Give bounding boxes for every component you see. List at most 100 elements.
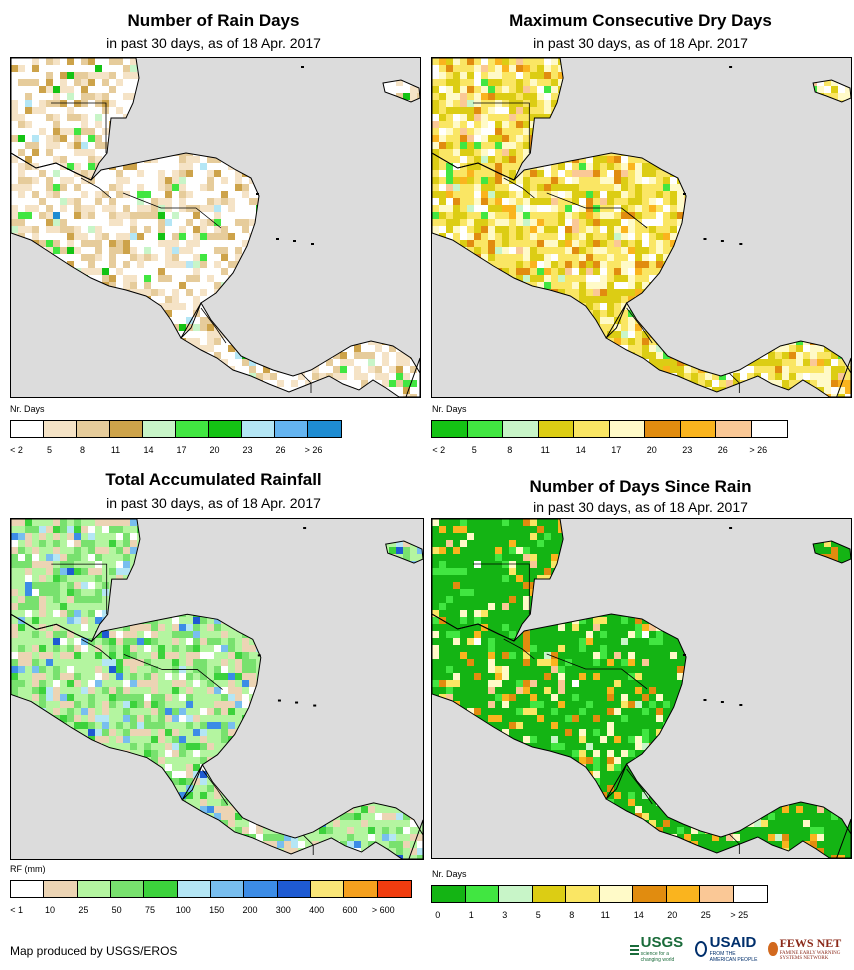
map-canvas xyxy=(11,58,420,397)
legend-tick-label: 0 xyxy=(435,910,441,920)
legend-tick-label: 100 xyxy=(175,905,191,915)
island xyxy=(739,704,743,706)
legend-swatch xyxy=(244,881,278,897)
legend-swatch xyxy=(700,886,734,902)
legend-tick-label: 1 xyxy=(468,910,474,920)
island xyxy=(276,238,279,240)
legend-swatch xyxy=(566,886,600,902)
country-border xyxy=(546,653,648,690)
country-border xyxy=(302,834,314,855)
legend-swatch xyxy=(432,886,466,902)
legend-tick-label: < 2 xyxy=(432,445,446,455)
usaid-logo: USAID FROM THE AMERICAN PEOPLE xyxy=(694,934,761,963)
legend-tick-label: 10 xyxy=(44,905,55,915)
country-border xyxy=(626,307,653,344)
legend-swatch xyxy=(144,881,178,897)
map-max-dry-days xyxy=(431,57,852,398)
coastline xyxy=(812,540,851,564)
country-border xyxy=(81,639,112,660)
island xyxy=(720,240,724,242)
country-border xyxy=(503,177,535,199)
legend-ticks: < 2 5 8 11 14 17 20 23 26 > 26 xyxy=(0,445,330,455)
legend-swatch xyxy=(176,421,209,437)
legend-bar xyxy=(431,885,768,903)
map-credit: Map produced by USGS/EROS xyxy=(10,944,178,958)
legend-swatch xyxy=(277,881,311,897)
panel-title: Number of Days Since Rain xyxy=(529,477,752,496)
country-border xyxy=(51,563,108,615)
island xyxy=(295,701,299,704)
legend-swatch xyxy=(666,886,700,902)
legend-swatch xyxy=(499,886,533,902)
legend-swatch xyxy=(177,881,211,897)
legend-bar xyxy=(431,420,788,438)
legend-tick-label: 11 xyxy=(600,910,610,920)
legend-tick-label: > 600 xyxy=(371,905,395,915)
coastline xyxy=(432,613,687,800)
country-border xyxy=(503,638,535,660)
legend-tick-label: > 26 xyxy=(304,445,323,455)
usgs-logo: USGS science for a changing world xyxy=(630,934,687,963)
legend-tick-label: 20 xyxy=(209,445,220,455)
legend-swatch xyxy=(751,421,787,437)
legend-tick-label: 25 xyxy=(700,910,711,920)
panel-title: Total Accumulated Rainfall xyxy=(105,470,322,489)
legend-ticks: 0 1 3 5 8 11 14 20 25 > 25 xyxy=(421,910,756,920)
legend-tick-label: 600 xyxy=(342,905,358,915)
country-border xyxy=(80,177,112,199)
coastline xyxy=(432,152,687,339)
panel-title: Number of Rain Days xyxy=(127,11,300,30)
legend-bar xyxy=(10,420,342,438)
coastline xyxy=(836,357,851,397)
coastline xyxy=(605,302,851,397)
country-border xyxy=(200,307,227,344)
panel-subtitle: in past 30 days, as of 18 Apr. 2017 xyxy=(533,499,748,515)
legend-swatch xyxy=(143,421,176,437)
island xyxy=(729,527,733,529)
legend-swatch xyxy=(110,421,143,437)
legend-tick-label: 11 xyxy=(110,445,121,455)
island xyxy=(682,654,686,656)
legend-tick-label: 26 xyxy=(717,445,728,455)
panel-title: Maximum Consecutive Dry Days xyxy=(509,11,772,30)
island xyxy=(311,243,314,245)
legend-swatch xyxy=(733,886,767,902)
legend-tick-label: > 25 xyxy=(730,910,749,920)
usaid-seal-icon xyxy=(694,940,707,957)
island xyxy=(293,240,296,242)
fewsnet-globe-icon xyxy=(768,941,778,956)
country-border xyxy=(472,563,530,614)
legend-ticks: < 1 10 25 50 75 100 150 200 300 400 600 > 600 xyxy=(0,905,400,915)
legend-tick-label: 5 xyxy=(471,445,477,455)
legend-swatch xyxy=(308,421,341,437)
legend-swatch xyxy=(242,421,275,437)
country-border xyxy=(202,769,228,806)
legend-swatch xyxy=(538,421,574,437)
legend-tick-label: 23 xyxy=(682,445,693,455)
legend-tick-label: 75 xyxy=(144,905,155,915)
legend-tick-label: 17 xyxy=(176,445,187,455)
coastline xyxy=(11,152,260,339)
legend-swatch xyxy=(275,421,308,437)
legend-title: Nr. Days xyxy=(10,404,45,414)
legend-swatch xyxy=(344,881,378,897)
legend-tick-label: < 1 xyxy=(10,905,24,915)
country-border xyxy=(546,192,648,229)
legend-swatch xyxy=(574,421,610,437)
country-border xyxy=(51,102,107,153)
island xyxy=(682,193,686,195)
legend-swatch xyxy=(465,886,499,902)
island xyxy=(739,243,743,245)
coastline xyxy=(405,357,420,397)
legend-title: Nr. Days xyxy=(432,404,467,414)
legend-swatch xyxy=(503,421,539,437)
island xyxy=(277,699,281,702)
fewsnet-logo: FEWS NET FAMINE EARLY WARNING SYSTEMS NE… xyxy=(768,936,854,961)
coastline xyxy=(605,763,851,858)
legend-swatch xyxy=(11,421,44,437)
legend-tick-label: > 26 xyxy=(749,445,768,455)
coastline xyxy=(385,540,423,564)
map-canvas xyxy=(432,519,851,858)
coastline xyxy=(181,763,423,859)
legend-swatch xyxy=(210,881,245,897)
